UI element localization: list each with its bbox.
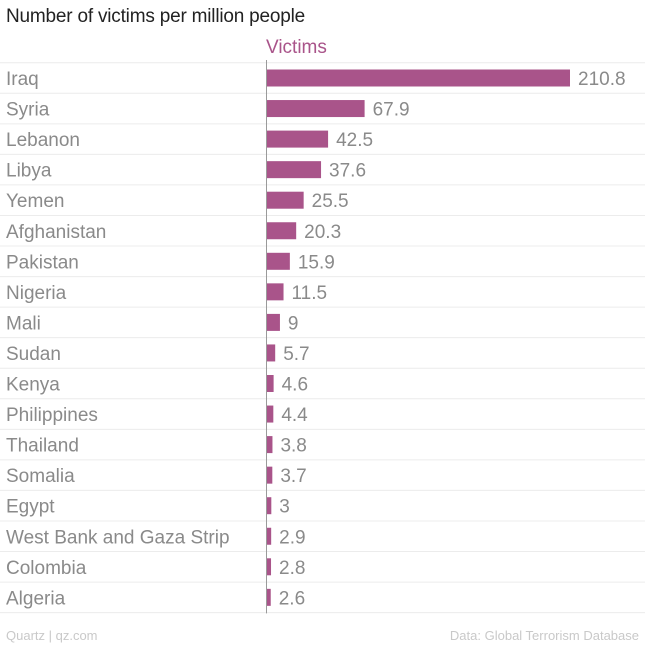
category-label: Mali [6,313,41,334]
category-label: Lebanon [6,130,80,151]
value-label: 3.7 [280,466,306,487]
category-label: Libya [6,161,52,182]
value-label: 20.3 [304,222,341,243]
bar [267,252,290,270]
bar [267,497,272,515]
value-label: 3 [279,497,290,518]
footer-credit: Quartz | qz.com [6,628,98,643]
bar [267,313,280,331]
value-label: 3.8 [280,436,306,457]
value-label: 42.5 [336,130,373,151]
bar [267,466,273,484]
category-label: Egypt [6,497,55,518]
bar [267,527,272,545]
bar [267,69,570,87]
footer-source: Data: Global Terrorism Database [449,628,639,643]
value-label: 210.8 [578,69,626,90]
category-label: Nigeria [6,283,67,304]
value-label: 15.9 [298,252,335,273]
category-label: Thailand [6,436,79,457]
bar [267,283,284,301]
value-label: 5.7 [283,344,309,365]
chart-title: Number of victims per million people [6,6,306,27]
category-label: Sudan [6,344,61,365]
category-label: West Bank and Gaza Strip [6,527,230,548]
value-label: 2.6 [279,588,305,609]
bar [267,100,365,118]
category-label: Afghanistan [6,222,106,243]
bar [267,222,297,240]
value-label: 37.6 [329,161,366,182]
bar [267,588,271,606]
bar [267,191,304,209]
value-label: 67.9 [373,100,410,121]
category-label: Algeria [6,588,66,609]
bar [267,375,274,392]
value-label: 4.6 [282,375,308,396]
value-label: 11.5 [292,283,328,304]
bar [267,130,329,148]
bar [267,344,276,362]
bar [267,405,274,423]
category-label: Pakistan [6,252,79,273]
category-label: Syria [6,100,50,121]
value-label: 2.8 [279,558,305,579]
bar [267,558,272,576]
value-label: 9 [288,313,299,334]
category-label: Yemen [6,191,64,212]
bar [267,436,273,454]
category-label: Kenya [6,375,60,396]
value-label: 25.5 [312,191,349,212]
category-label: Colombia [6,558,87,579]
value-label: 4.4 [281,405,308,426]
category-label: Iraq [6,69,39,90]
value-label: 2.9 [279,527,305,548]
series-header: Victims [266,37,327,58]
category-label: Somalia [6,466,75,487]
category-label: Philippines [6,405,98,426]
bar [267,161,322,179]
